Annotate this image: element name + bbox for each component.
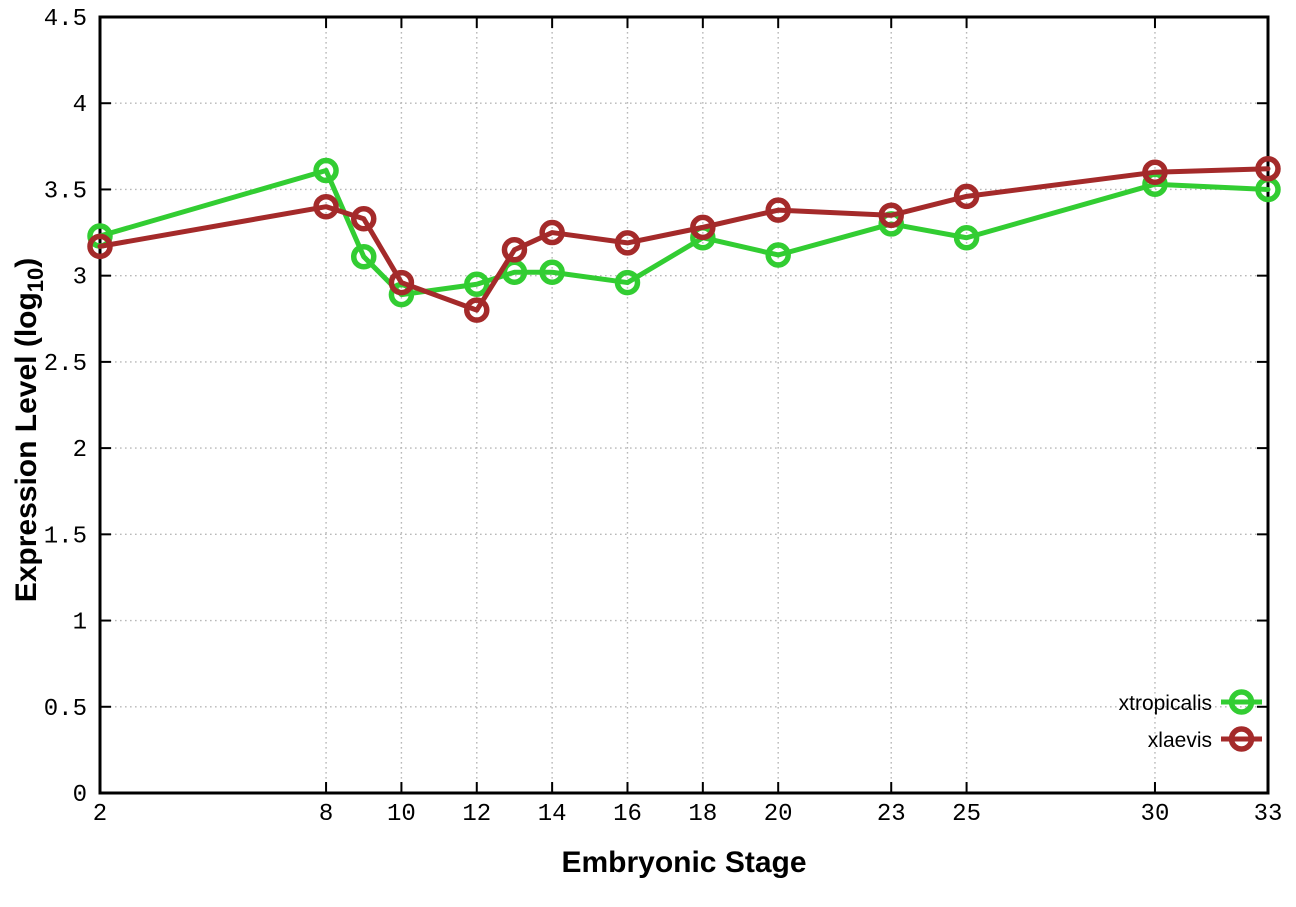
x-tick-label: 2 bbox=[93, 801, 107, 828]
x-tick-label: 25 bbox=[952, 801, 981, 828]
data-point-xlaevis bbox=[464, 297, 490, 323]
data-point-xlaevis bbox=[539, 219, 565, 246]
y-tick-label: 4.5 bbox=[44, 6, 87, 33]
data-point-xtropicalis bbox=[539, 259, 565, 285]
x-axis-title: Embryonic Stage bbox=[561, 846, 806, 879]
data-point-xlaevis bbox=[690, 214, 716, 241]
data-point-xtropicalis bbox=[350, 243, 377, 270]
data-point-xlaevis bbox=[388, 269, 415, 296]
data-point-xtropicalis bbox=[765, 242, 791, 268]
plot-border bbox=[98, 15, 1270, 795]
data-point-xlaevis bbox=[953, 183, 980, 210]
x-tick-label: 12 bbox=[462, 801, 491, 828]
y-tick-label: 2.5 bbox=[44, 351, 87, 378]
x-tick-label: 16 bbox=[613, 801, 642, 828]
x-tick-label: 30 bbox=[1141, 801, 1170, 828]
data-point-xlaevis bbox=[1255, 156, 1281, 182]
y-tick-label: 4 bbox=[73, 92, 87, 119]
y-tick-label: 1 bbox=[73, 610, 87, 637]
data-point-xlaevis bbox=[87, 233, 113, 260]
x-tick-label: 10 bbox=[387, 801, 416, 828]
data-point-xtropicalis bbox=[614, 269, 641, 296]
data-point-xtropicalis bbox=[313, 157, 339, 184]
x-tick-label: 18 bbox=[688, 801, 717, 828]
y-tick-label: 2 bbox=[73, 437, 87, 464]
data-point-xlaevis bbox=[501, 237, 528, 263]
x-tick-label: 20 bbox=[764, 801, 793, 828]
y-tick-label: 1.5 bbox=[44, 523, 87, 550]
y-tick-label: 3.5 bbox=[44, 178, 87, 205]
y-axis-title: Expression Level (log10) bbox=[10, 258, 48, 603]
x-tick-label: 14 bbox=[538, 801, 567, 828]
data-point-xtropicalis bbox=[953, 224, 980, 251]
legend-sample-marker-xlaevis bbox=[1228, 726, 1255, 752]
data-point-xlaevis bbox=[614, 230, 641, 256]
data-point-xlaevis bbox=[350, 206, 377, 232]
data-point-xtropicalis bbox=[464, 271, 490, 298]
legend-label-xtropicalis: xtropicalis bbox=[1119, 692, 1212, 715]
data-point-xlaevis bbox=[878, 202, 904, 229]
y-tick-label: 0.5 bbox=[44, 696, 87, 723]
y-tick-label: 3 bbox=[73, 265, 87, 292]
legend-sample-marker-xtropicalis bbox=[1228, 689, 1255, 715]
x-tick-label: 23 bbox=[877, 801, 906, 828]
legend-label-xlaevis: xlaevis bbox=[1148, 729, 1212, 752]
x-tick-label: 8 bbox=[319, 801, 333, 828]
data-point-xlaevis bbox=[765, 197, 791, 223]
data-point-xlaevis bbox=[313, 193, 339, 220]
y-tick-label: 0 bbox=[73, 782, 87, 809]
x-tick-label: 33 bbox=[1254, 801, 1283, 828]
data-point-xlaevis bbox=[1142, 159, 1168, 185]
